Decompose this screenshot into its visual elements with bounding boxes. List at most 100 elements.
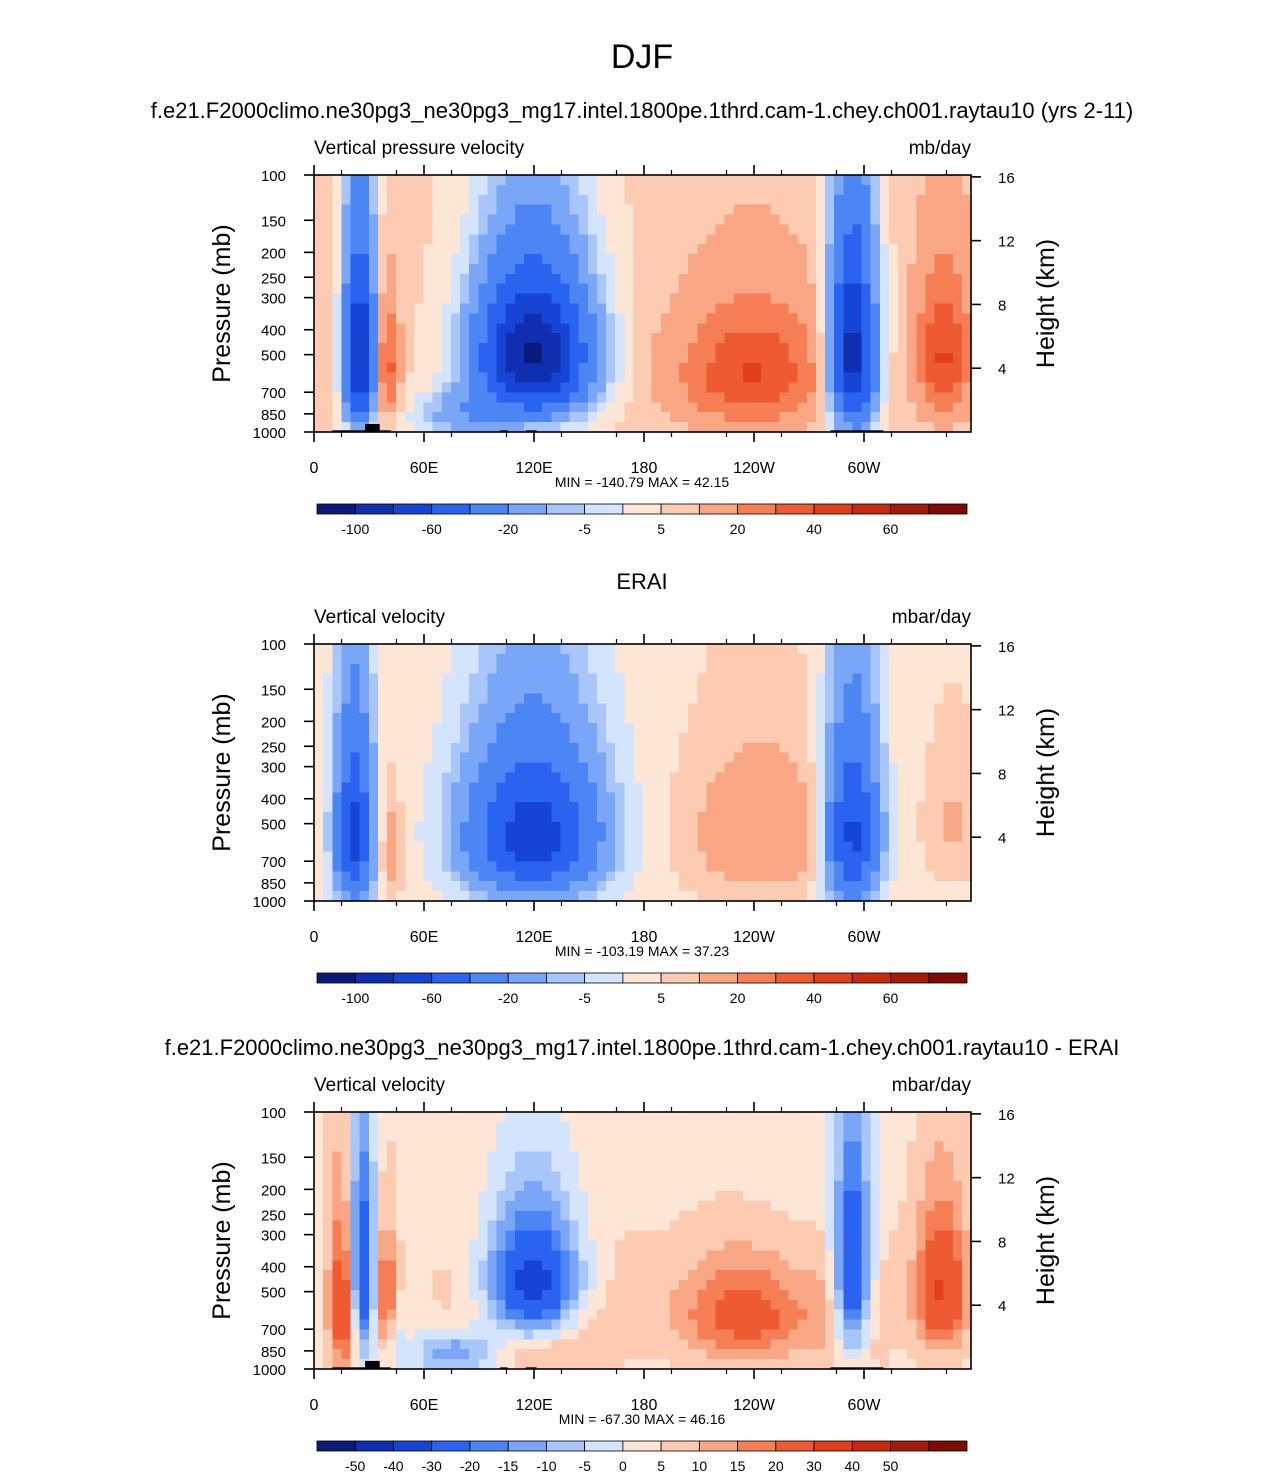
heatmap-cell xyxy=(432,881,443,892)
heatmap-cell xyxy=(706,782,717,793)
heatmap-cell xyxy=(879,653,890,665)
heatmap-cell xyxy=(533,1121,543,1133)
heatmap-cell xyxy=(396,1339,406,1350)
heatmap-cell xyxy=(761,723,771,734)
heatmap-cell xyxy=(870,244,881,255)
heatmap-cell xyxy=(569,194,580,206)
heatmap-cell xyxy=(323,802,333,813)
heatmap-cell xyxy=(359,1161,370,1172)
heatmap-cell xyxy=(377,1250,388,1261)
heatmap-cell xyxy=(952,802,963,813)
heatmap-cell xyxy=(587,372,598,384)
heatmap-cell xyxy=(961,382,972,394)
heatmap-cell xyxy=(925,382,936,394)
heatmap-cell xyxy=(542,224,552,235)
heatmap-cell xyxy=(396,693,406,704)
heatmap-cell xyxy=(925,723,936,734)
heatmap-cell xyxy=(496,283,507,295)
heatmap-cell xyxy=(952,821,963,833)
heatmap-cell xyxy=(450,412,461,423)
heatmap-cell xyxy=(679,782,689,793)
heatmap-cell xyxy=(314,881,324,892)
heatmap-cell xyxy=(505,1280,516,1291)
heatmap-cell xyxy=(569,752,580,764)
heatmap-cell xyxy=(523,821,534,833)
heatmap-cell xyxy=(350,392,361,403)
heatmap-cell xyxy=(834,333,844,344)
heatmap-cell xyxy=(642,254,653,265)
heatmap-cell xyxy=(496,1131,507,1143)
heatmap-cell xyxy=(879,303,890,314)
heatmap-cell xyxy=(706,263,717,275)
heatmap-cell xyxy=(925,412,936,423)
heatmap-cell xyxy=(633,1141,644,1153)
heatmap-cell xyxy=(888,802,899,813)
heatmap-cell xyxy=(615,752,625,764)
heatmap-cell xyxy=(487,1329,498,1340)
heatmap-cell xyxy=(478,362,488,374)
heatmap-cell xyxy=(633,1240,644,1251)
heatmap-cell xyxy=(542,283,552,295)
heatmap-cell xyxy=(323,1270,333,1281)
heatmap-cell xyxy=(752,372,762,384)
heatmap-cell xyxy=(350,244,361,255)
heatmap-cell xyxy=(706,194,717,206)
heatmap-cell xyxy=(770,352,780,364)
heatmap-cell xyxy=(341,204,352,216)
heatmap-cell xyxy=(669,194,680,206)
heatmap-cell xyxy=(514,263,525,275)
heatmap-cell xyxy=(332,881,342,892)
heatmap-cell xyxy=(633,1151,644,1163)
heatmap-cell xyxy=(450,323,461,334)
heatmap-cell xyxy=(752,263,762,275)
heatmap-cell xyxy=(450,772,461,783)
heatmap-cell xyxy=(697,254,707,265)
heatmap-cell xyxy=(387,1289,397,1301)
heatmap-cell xyxy=(669,881,680,892)
heatmap-cell xyxy=(825,175,835,186)
heatmap-cell xyxy=(514,1112,525,1123)
heatmap-cell xyxy=(888,422,899,433)
heatmap-cell xyxy=(633,323,644,334)
heatmap-cell xyxy=(542,1329,552,1340)
heatmap-cell xyxy=(542,194,552,206)
heatmap-cell xyxy=(925,713,936,724)
heatmap-cell xyxy=(797,881,808,892)
heatmap-cell xyxy=(377,303,388,314)
heatmap-cell xyxy=(323,323,333,334)
heatmap-cell xyxy=(879,762,890,774)
heatmap-cell xyxy=(596,1210,607,1222)
heatmap-cell xyxy=(770,234,780,245)
heatmap-cell xyxy=(542,871,552,882)
heatmap-cell xyxy=(943,263,954,275)
heatmap-cell xyxy=(414,1131,425,1143)
heatmap-cell xyxy=(825,851,835,863)
heatmap-cell xyxy=(870,802,881,813)
heatmap-cell xyxy=(961,422,972,433)
heatmap-cell xyxy=(624,1260,634,1271)
heatmap-cell xyxy=(578,693,589,704)
heatmap-cell xyxy=(569,762,580,774)
heatmap-cell xyxy=(660,1181,671,1192)
heatmap-cell xyxy=(323,184,333,196)
heatmap-cell xyxy=(797,343,808,354)
heatmap-cell xyxy=(742,392,753,403)
heatmap-cell xyxy=(916,263,926,275)
heatmap-cell xyxy=(870,204,881,216)
heatmap-cell xyxy=(323,214,333,226)
heatmap-cell xyxy=(523,1141,534,1153)
heatmap-cell xyxy=(779,402,790,413)
heatmap-cell xyxy=(551,333,561,344)
heatmap-cell xyxy=(460,1339,470,1350)
heatmap-cell xyxy=(460,861,470,872)
heatmap-cell xyxy=(505,402,516,413)
heatmap-cell xyxy=(888,402,899,413)
heatmap-cell xyxy=(642,831,653,843)
heatmap-cell xyxy=(469,313,479,324)
heatmap-cell xyxy=(423,244,434,255)
heatmap-cell xyxy=(770,693,780,704)
heatmap-cell xyxy=(569,1151,580,1163)
heatmap-cell xyxy=(542,1121,552,1133)
heatmap-cell xyxy=(633,283,644,295)
heatmap-cell xyxy=(651,1329,662,1340)
